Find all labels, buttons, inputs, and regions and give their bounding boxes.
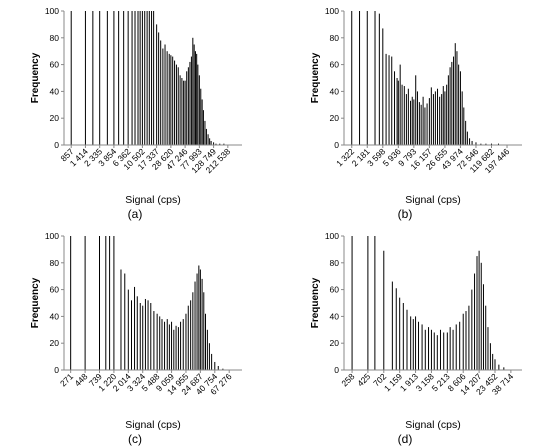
y-tick-label: 40 [330,86,340,96]
y-tick-label: 60 [50,60,60,70]
y-tick-label: 20 [330,338,340,348]
y-tick-label: 100 [45,6,59,16]
y-tick-label: 60 [50,285,60,295]
y-axis-title: Frequency [310,277,321,328]
y-tick-label: 20 [50,113,60,123]
panel-label-b: (b) [397,207,413,221]
y-axis-title: Frequency [30,52,41,103]
y-tick-label: 40 [50,311,60,321]
bars-group [70,11,225,145]
y-tick-label: 60 [330,60,340,70]
x-axis-title: Signal (cps) [125,194,180,206]
y-tick-label: 40 [330,311,340,321]
y-tick-label: 0 [334,365,339,375]
y-tick-label: 100 [45,231,59,241]
y-tick-label: 100 [325,231,339,241]
x-axis-title: Signal (cps) [405,419,460,431]
bars-group [351,236,505,370]
y-tick-label: 60 [330,285,340,295]
x-tick-label: 258 [339,371,356,388]
chart-panel-d: 0 20 40 60 80 100 258 425 702 1 159 1 913 3 158 5 21… [280,225,550,446]
y-tick-label: 0 [334,140,339,150]
chart-panel-c: 0 20 40 60 80 100 271 448 739 1 220 2 014 3 324 5 48… [0,225,275,446]
y-axis-title: Frequency [310,52,321,103]
y-tick-label: 40 [50,86,60,96]
bars-group [351,11,499,145]
panel-label-c: (c) [128,432,142,446]
y-tick-label: 0 [54,365,59,375]
y-tick-label: 100 [325,6,339,16]
x-axis-title: Signal (cps) [125,419,180,431]
x-tick-label: 425 [355,371,372,388]
y-tick-label: 80 [330,33,340,43]
y-tick-label: 80 [50,258,60,268]
x-axis-title: Signal (cps) [405,194,460,206]
bars-group [70,236,224,370]
y-tick-label: 20 [50,338,60,348]
y-axis-title: Frequency [30,277,41,328]
y-tick-label: 20 [330,113,340,123]
chart-panel-a: 0 20 40 60 80 100 857 1 414 2 335 3 854 6 362 10 50… [0,0,275,221]
chart-panel-b: 0 20 40 60 80 100 1 322 2 181 3 598 5 936 9 793 16 … [280,0,550,221]
y-tick-label: 80 [330,258,340,268]
panel-label-d: (d) [397,432,413,446]
y-tick-label: 0 [54,140,59,150]
panel-label-a: (a) [127,207,143,221]
y-tick-label: 80 [50,33,60,43]
